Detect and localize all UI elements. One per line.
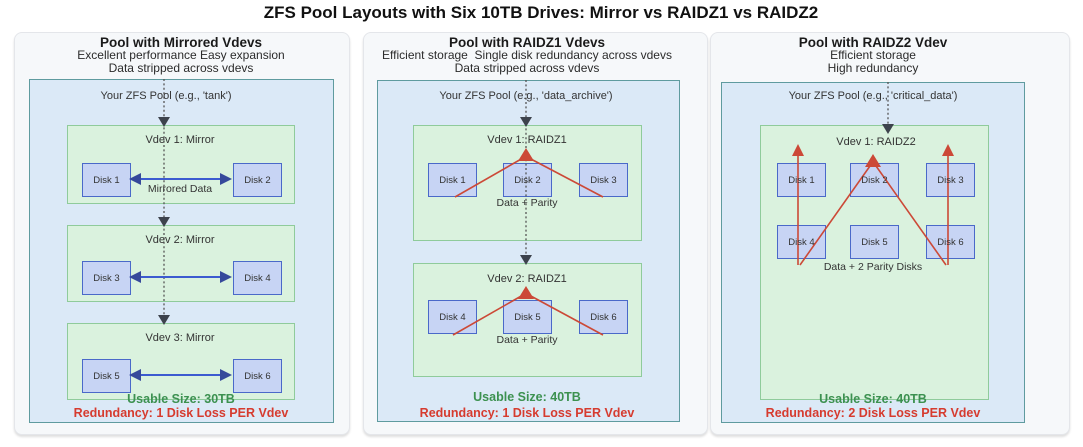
disk-box: Disk 1: [428, 163, 477, 197]
pool-label: Your ZFS Pool (e.g., 'tank'): [100, 90, 232, 102]
panel-subtitle: High redundancy: [827, 61, 919, 75]
disk-label: Disk 2: [244, 174, 271, 186]
vdev-label: Vdev 3: Mirror: [145, 332, 215, 344]
panel-subtitle: Excellent performance Easy expansion: [77, 48, 285, 62]
edge-label: Data + 2 Parity Disks: [823, 261, 923, 273]
redundancy-label: Redundancy: 2 Disk Loss PER Vdev: [765, 406, 981, 420]
usable-size-label: Usable Size: 30TB: [127, 392, 235, 406]
disk-label: Disk 6: [590, 311, 617, 323]
panel-subtitle: Efficient storage Single disk redundancy…: [382, 48, 672, 62]
vdev-label: Vdev 1: Mirror: [145, 134, 215, 146]
edge-label: Data + Parity: [496, 197, 558, 209]
disk-box: Disk 3: [82, 261, 131, 295]
disk-label: Disk 1: [788, 174, 815, 186]
disk-label: Disk 6: [937, 236, 964, 248]
disk-label: Disk 2: [861, 174, 888, 186]
usable-size-label: Usable Size: 40TB: [819, 392, 927, 406]
disk-box: Disk 3: [926, 163, 975, 197]
disk-box: Disk 4: [233, 261, 282, 295]
disk-label: Disk 3: [937, 174, 964, 186]
panel-subtitle: Data stripped across vdevs: [454, 61, 600, 75]
diagram-title: ZFS Pool Layouts with Six 10TB Drives: M…: [263, 3, 819, 22]
edge-label: Mirrored Data: [147, 183, 213, 195]
vdev-label: Vdev 1: RAIDZ1: [487, 134, 567, 146]
disk-label: Disk 5: [514, 311, 541, 323]
disk-box: Disk 2: [503, 163, 552, 197]
panel-title: Pool with RAIDZ2 Vdev: [798, 35, 948, 50]
redundancy-label: Redundancy: 1 Disk Loss PER Vdev: [419, 406, 635, 420]
vdev-label: Vdev 2: RAIDZ1: [487, 273, 567, 285]
panel-title: Pool with RAIDZ1 Vdevs: [448, 35, 606, 50]
disk-label: Disk 2: [514, 174, 541, 186]
disk-box: Disk 3: [579, 163, 628, 197]
disk-label: Disk 5: [93, 370, 120, 382]
usable-size-label: Usable Size: 40TB: [473, 390, 581, 404]
disk-box: Disk 1: [82, 163, 131, 197]
disk-box: Disk 6: [233, 359, 282, 393]
disk-label: Disk 3: [590, 174, 617, 186]
pool-label: Your ZFS Pool (e.g., 'critical_data'): [788, 90, 958, 102]
panel-title: Pool with Mirrored Vdevs: [99, 35, 263, 50]
disk-box: Disk 2: [850, 163, 899, 197]
panel-subtitle: Efficient storage: [830, 48, 916, 62]
disk-box: Disk 6: [926, 225, 975, 259]
disk-box: Disk 2: [233, 163, 282, 197]
disk-label: Disk 5: [861, 236, 888, 248]
disk-box: Disk 5: [850, 225, 899, 259]
pool-label: Your ZFS Pool (e.g., 'data_archive'): [439, 90, 613, 102]
disk-box: Disk 4: [777, 225, 826, 259]
vdev-label: Vdev 2: Mirror: [145, 234, 215, 246]
vdev-label: Vdev 1: RAIDZ2: [836, 136, 916, 148]
disk-label: Disk 3: [93, 272, 120, 284]
disk-box: Disk 1: [777, 163, 826, 197]
redundancy-label: Redundancy: 1 Disk Loss PER Vdev: [73, 406, 289, 420]
disk-label: Disk 4: [244, 272, 271, 284]
edge-label: Data + Parity: [496, 334, 558, 346]
panel-subtitle: Data stripped across vdevs: [108, 61, 254, 75]
disk-label: Disk 1: [93, 174, 120, 186]
disk-box: Disk 5: [82, 359, 131, 393]
disk-label: Disk 4: [788, 236, 815, 248]
disk-label: Disk 6: [244, 370, 271, 382]
disk-label: Disk 1: [439, 174, 466, 186]
disk-box: Disk 5: [503, 300, 552, 334]
disk-box: Disk 4: [428, 300, 477, 334]
disk-label: Disk 4: [439, 311, 466, 323]
disk-box: Disk 6: [579, 300, 628, 334]
